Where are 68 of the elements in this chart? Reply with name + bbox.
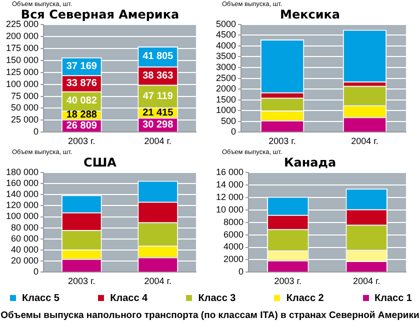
y-tick-label: 2000 xyxy=(223,254,244,264)
y-tick-label: 4000 xyxy=(216,40,236,50)
chart-title: Вся Северная Америка xyxy=(20,7,180,22)
text: Объемы выпуска напольного транспорта (по классам ITA) в странах Северной Америки xyxy=(0,310,420,321)
y-tick-label: 25 000 xyxy=(11,114,39,125)
y-tick-label: 5000 xyxy=(216,18,236,29)
y-tick-label: 50 000 xyxy=(11,102,39,113)
data-label: 18 288 xyxy=(66,110,98,121)
legend-label: Класс 5 xyxy=(21,292,60,304)
legend-label: Класс 1 xyxy=(374,292,412,304)
y-tick-label: 12 000 xyxy=(216,192,244,202)
y-tick-label: 4500 xyxy=(216,30,236,40)
y-tick-label: 160 000 xyxy=(6,178,39,188)
x-tick-label: 2004 г. xyxy=(144,136,172,146)
data-label: 38 363 xyxy=(142,70,174,82)
y-tick-label: 0 xyxy=(34,266,39,277)
y-tick-label: 500 xyxy=(220,116,236,126)
y-tick-label: 120 000 xyxy=(6,200,39,210)
y-tick-label: 4000 xyxy=(223,242,244,252)
y-tick-label: 0 xyxy=(34,126,39,137)
legend-label: Класс 4 xyxy=(109,292,148,304)
y-tick-label: 8000 xyxy=(223,216,244,227)
x-tick-label: 2004 г. xyxy=(351,136,378,146)
x-tick-label: 2004 г. xyxy=(353,276,380,286)
x-tick-label: 2003 г. xyxy=(274,276,302,286)
data-label: 47 119 xyxy=(142,90,174,102)
y-tick-label: 20 000 xyxy=(11,256,39,266)
y-tick-label: 14 000 xyxy=(216,179,244,190)
y-tick-label: 225 000 xyxy=(6,18,39,29)
data-label: 41 805 xyxy=(142,51,174,62)
y-tick-label: 2500 xyxy=(216,72,236,83)
y-tick-label: 16 000 xyxy=(216,166,244,177)
y-tick-label: 140 000 xyxy=(6,189,39,200)
y-tick-label: 2000 xyxy=(216,84,236,94)
chart-title: США xyxy=(84,155,118,170)
y-tick-label: 80 000 xyxy=(11,222,39,232)
data-label: 33 876 xyxy=(66,78,98,90)
y-tick-label: 180 000 xyxy=(6,166,39,177)
y-tick-label: 3500 xyxy=(216,51,236,62)
legend-label: Класс 2 xyxy=(285,292,324,304)
y-tick-label: 0 xyxy=(231,126,236,137)
y-tick-label: 3000 xyxy=(216,62,236,72)
x-tick-label: 2003 г. xyxy=(68,276,96,286)
y-tick-label: 100 000 xyxy=(6,211,39,222)
data-label: 37 169 xyxy=(66,61,98,72)
y-tick-label: 175 000 xyxy=(6,42,39,53)
y-tick-label: 150 000 xyxy=(6,54,39,65)
chart-title: Мексика xyxy=(280,7,340,22)
x-tick-label: 2003 г. xyxy=(68,136,96,146)
y-tick-label: 200 000 xyxy=(6,30,39,41)
y-tick-label: 10 000 xyxy=(216,204,244,214)
y-tick-label: 40 000 xyxy=(11,244,39,255)
data-label: 21 415 xyxy=(142,107,174,118)
y-tick-label: 100 000 xyxy=(6,78,39,89)
data-label: 30 298 xyxy=(142,119,174,130)
y-tick-label: 6000 xyxy=(223,229,244,240)
y-tick-label: 75 000 xyxy=(11,90,39,101)
x-tick-label: 2004 г. xyxy=(144,276,172,286)
legend-label: Класс 3 xyxy=(197,292,236,304)
y-tick-label: 1000 xyxy=(216,105,236,116)
data-label: 40 082 xyxy=(66,96,98,107)
y-tick-label: 125 000 xyxy=(6,66,39,77)
data-label: 26 809 xyxy=(66,120,98,132)
y-tick-label: 0 xyxy=(238,266,244,277)
y-tick-label: 1500 xyxy=(216,94,236,104)
x-tick-label: 2003 г. xyxy=(268,136,296,146)
y-tick-label: 60 000 xyxy=(11,233,39,244)
chart-title: Канада xyxy=(284,155,336,170)
